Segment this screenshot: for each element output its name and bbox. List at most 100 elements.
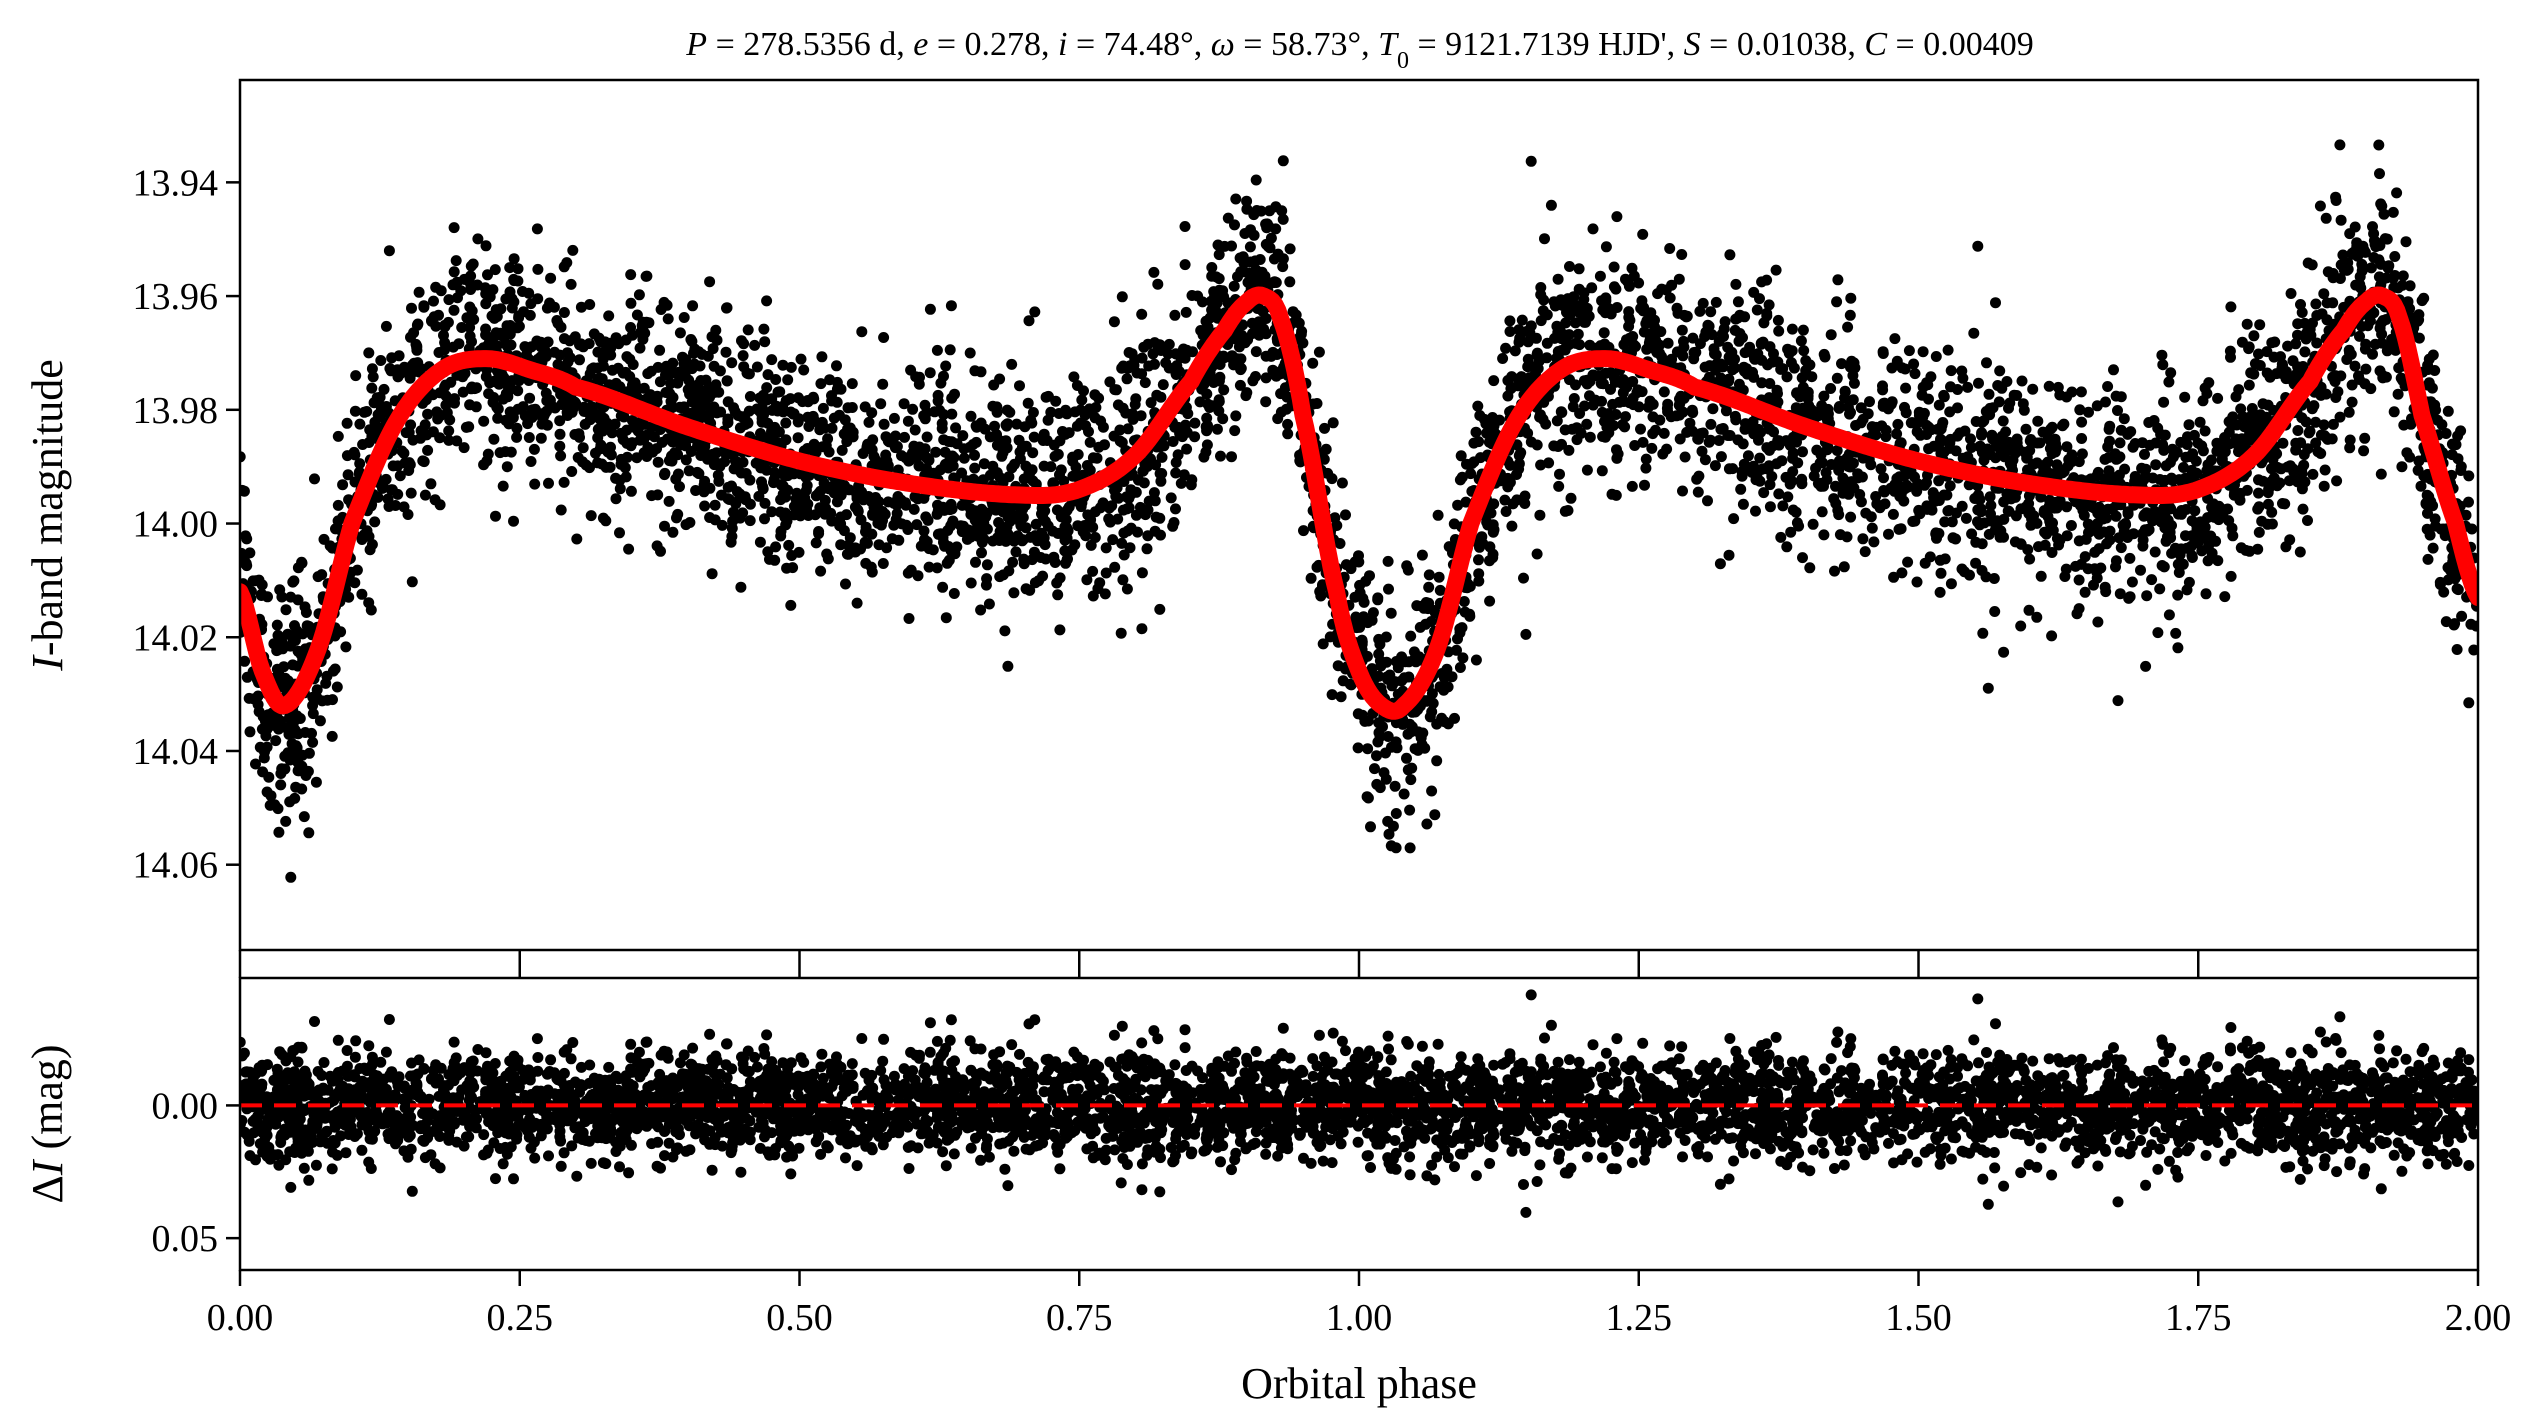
magnitude-point <box>1008 587 1020 599</box>
magnitude-point <box>554 428 566 440</box>
magnitude-point <box>2318 480 2330 492</box>
magnitude-point <box>1525 155 1537 167</box>
magnitude-point <box>418 300 430 312</box>
magnitude-point <box>1506 520 1518 532</box>
magnitude-point <box>1145 397 1157 409</box>
magnitude-point <box>457 371 469 383</box>
magnitude-point <box>513 310 525 322</box>
magnitude-point <box>1848 377 1860 389</box>
magnitude-point <box>297 628 309 640</box>
magnitude-point <box>1772 435 1784 447</box>
magnitude-point <box>1926 504 1938 516</box>
magnitude-point <box>1504 326 1516 337</box>
magnitude-point <box>2061 391 2073 403</box>
magnitude-point <box>1024 584 1036 596</box>
magnitude-point <box>1409 706 1421 718</box>
magnitude-point <box>1804 359 1816 371</box>
magnitude-point <box>1429 809 1441 821</box>
magnitude-point <box>1758 317 1770 329</box>
magnitude-point <box>2125 426 2137 438</box>
magnitude-point <box>1696 445 1708 457</box>
magnitude-point <box>2344 434 2356 446</box>
magnitude-point <box>1180 306 1192 318</box>
magnitude-point <box>1500 342 1512 354</box>
magnitude-point <box>596 373 608 385</box>
magnitude-point <box>1572 328 1584 340</box>
magnitude-point <box>444 414 456 426</box>
magnitude-point <box>831 360 842 372</box>
magnitude-point <box>366 382 378 394</box>
magnitude-point <box>614 483 626 495</box>
magnitude-point <box>1691 473 1703 485</box>
magnitude-point <box>2165 367 2177 379</box>
magnitude-point <box>578 401 590 413</box>
magnitude-point <box>369 516 381 528</box>
magnitude-point <box>808 438 820 450</box>
magnitude-point <box>2422 359 2434 371</box>
magnitude-point <box>841 509 852 521</box>
magnitude-point <box>981 523 993 535</box>
magnitude-point <box>1002 528 1014 540</box>
magnitude-point <box>380 401 392 412</box>
magnitude-point <box>1924 551 1936 563</box>
magnitude-point <box>726 357 738 369</box>
magnitude-point <box>722 396 734 408</box>
magnitude-point <box>759 513 770 525</box>
magnitude-point <box>852 505 864 517</box>
magnitude-point <box>2205 530 2217 542</box>
magnitude-point <box>1962 381 1974 393</box>
magnitude-point <box>1559 424 1571 436</box>
magnitude-point <box>956 467 968 479</box>
magnitude-point <box>836 444 848 456</box>
magnitude-point <box>1619 421 1631 433</box>
magnitude-point <box>2387 206 2399 218</box>
magnitude-point <box>422 444 434 456</box>
magnitude-point <box>1053 527 1065 539</box>
magnitude-point <box>672 449 684 461</box>
magnitude-point <box>2290 444 2302 456</box>
magnitude-point <box>956 499 968 511</box>
magnitude-point <box>363 347 375 359</box>
magnitude-point <box>517 286 528 297</box>
magnitude-point <box>1383 583 1394 595</box>
magnitude-point <box>2154 474 2166 485</box>
magnitude-point <box>1956 500 1968 512</box>
magnitude-point <box>1055 511 1067 523</box>
magnitude-point <box>2354 271 2366 283</box>
magnitude-point <box>1081 520 1093 532</box>
magnitude-point <box>1768 348 1779 360</box>
magnitude-point <box>776 479 788 490</box>
magnitude-point <box>757 403 768 415</box>
magnitude-point <box>2046 547 2058 558</box>
magnitude-point <box>375 355 387 366</box>
magnitude-point <box>1094 502 1106 514</box>
magnitude-point <box>2091 400 2103 412</box>
magnitude-point <box>945 300 957 312</box>
magnitude-point <box>2349 360 2361 372</box>
magnitude-point <box>2032 415 2044 427</box>
magnitude-point <box>2360 363 2372 375</box>
magnitude-point <box>1626 262 1638 274</box>
magnitude-point <box>1555 406 1567 418</box>
magnitude-point <box>1201 422 1213 434</box>
magnitude-point <box>2422 553 2434 565</box>
magnitude-point <box>349 577 361 589</box>
magnitude-point <box>1545 199 1557 211</box>
magnitude-point <box>1933 399 1945 411</box>
magnitude-point <box>964 441 976 453</box>
magnitude-point <box>1764 501 1776 513</box>
magnitude-point <box>908 440 920 452</box>
magnitude-point <box>489 264 501 276</box>
magnitude-point <box>663 495 675 507</box>
magnitude-point <box>2248 330 2260 342</box>
magnitude-point <box>2135 564 2146 576</box>
magnitude-point <box>1405 630 1417 642</box>
magnitude-point <box>1730 278 1742 290</box>
magnitude-point <box>1143 495 1155 507</box>
magnitude-point <box>2360 338 2372 350</box>
magnitude-point <box>2043 380 2055 392</box>
magnitude-point <box>2365 262 2377 274</box>
magnitude-point <box>1998 513 2010 525</box>
magnitude-point <box>299 601 311 613</box>
magnitude-point <box>976 547 987 559</box>
